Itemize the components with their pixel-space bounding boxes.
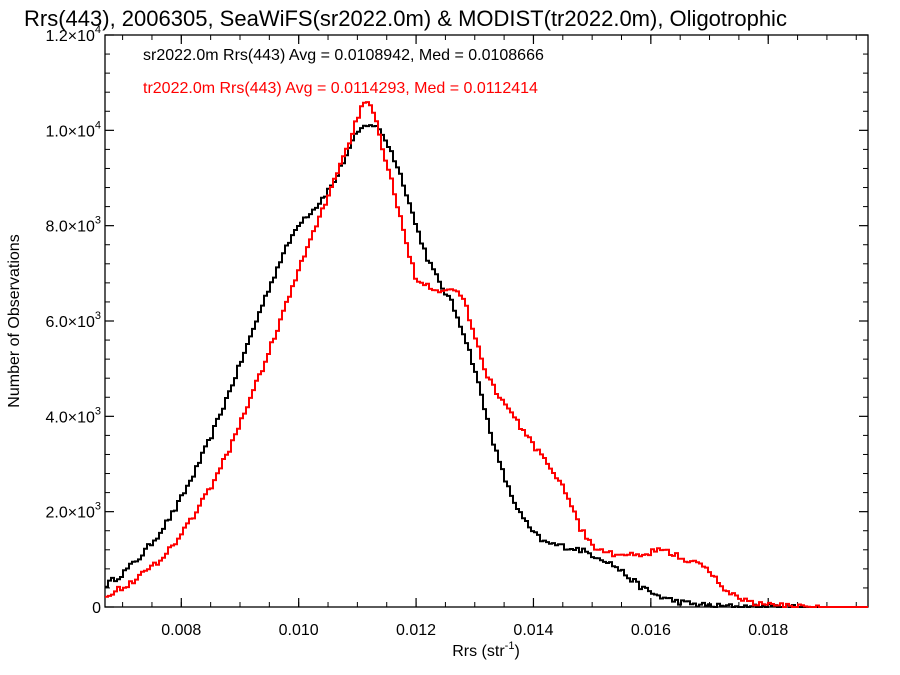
y-tick-label-mantissa: 1.0×10 [45, 123, 94, 140]
series-layer [105, 101, 868, 608]
y-tick-label: 1.2×104 [45, 24, 101, 45]
x-axis: 0.008 0.010 0.012 0.014 0.016 0.018 [122, 35, 857, 639]
y-axis: 02.0×1034.0×1036.0×1038.0×1031.0×1041.2×… [45, 24, 868, 617]
legend-entry-sr2022: sr2022.0m Rrs(443) Avg = 0.0108942, Med … [143, 47, 544, 64]
y-tick-label-mantissa: 2.0×10 [45, 505, 94, 522]
y-tick-label-mantissa: 4.0×10 [45, 409, 94, 426]
y-tick-label: 6.0×103 [45, 310, 101, 331]
chart-title: Rrs(443), 2006305, SeaWiFS(sr2022.0m) & … [24, 6, 787, 31]
y-tick-label: 2.0×103 [45, 501, 101, 522]
y-tick-label-exponent: 3 [95, 405, 101, 417]
y-tick-label-mantissa: 0 [92, 600, 101, 617]
x-tick-label: 0.018 [748, 622, 788, 639]
x-axis-label: Rrs (str-1) [452, 640, 520, 660]
x-tick-label: 0.012 [396, 622, 436, 639]
y-tick-label: 4.0×103 [45, 405, 101, 426]
y-tick-label-exponent: 3 [95, 310, 101, 322]
y-tick-label-exponent: 4 [95, 24, 101, 36]
series-line-sr2022 [105, 124, 868, 608]
y-tick-label-mantissa: 8.0×10 [45, 219, 94, 236]
x-tick-label: 0.016 [631, 622, 671, 639]
x-tick-label: 0.008 [161, 622, 201, 639]
x-axis-label-superscript: -1 [505, 640, 515, 652]
series-line-tr2022 [105, 101, 868, 608]
y-tick-label-exponent: 4 [95, 119, 101, 131]
y-tick-label: 8.0×103 [45, 215, 101, 236]
y-tick-label-exponent: 3 [95, 501, 101, 513]
legend-entry-tr2022: tr2022.0m Rrs(443) Avg = 0.0114293, Med … [143, 80, 538, 97]
x-tick-label: 0.010 [279, 622, 319, 639]
y-axis-label: Number of Observations [6, 234, 23, 407]
y-tick-label: 0 [92, 600, 101, 617]
x-axis-label-main: Rrs (str [452, 643, 505, 660]
y-tick-label-mantissa: 6.0×10 [45, 314, 94, 331]
y-tick-label-mantissa: 1.2×10 [45, 28, 94, 45]
y-tick-label: 1.0×104 [45, 119, 101, 140]
y-tick-label-exponent: 3 [95, 215, 101, 227]
x-axis-label-close: ) [514, 643, 519, 660]
x-tick-label: 0.014 [513, 622, 553, 639]
